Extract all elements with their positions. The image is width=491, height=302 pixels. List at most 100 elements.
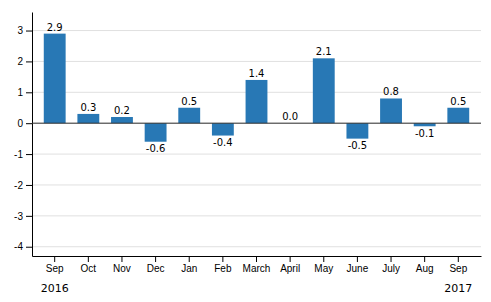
x-tick: March	[243, 256, 271, 274]
data-label: 2.1	[316, 46, 332, 57]
x-tick-mark	[88, 256, 89, 262]
y-tick-mark	[26, 31, 32, 32]
x-tick-mark	[54, 256, 55, 262]
bar	[212, 123, 234, 135]
grid-line	[32, 215, 481, 216]
x-tick-mark	[391, 256, 392, 262]
y-tick: -2	[14, 180, 32, 191]
bar	[44, 34, 66, 124]
x-tick-mark	[290, 256, 291, 262]
bars	[44, 34, 469, 142]
x-tick-label: July	[382, 263, 400, 274]
x-axis: Sep Oct Nov Dec Jan Feb March April May June July A…	[33, 256, 482, 274]
chart: -4 -3 -2 -1 0 1 2 3 Sep Oct Nov Dec Jan Feb March April…	[0, 0, 491, 302]
bar	[380, 98, 402, 123]
y-tick-label: -2	[14, 180, 23, 191]
x-tick: Dec	[147, 256, 165, 274]
grid-line	[32, 184, 481, 185]
x-tick-mark	[357, 256, 358, 262]
y-tick-mark	[26, 123, 32, 124]
y-tick-label: 0	[17, 118, 23, 129]
x-tick-mark	[256, 256, 257, 262]
grid-line	[32, 154, 481, 155]
x-tick: Sep	[449, 256, 467, 274]
x-tick-label: April	[280, 263, 300, 274]
y-tick-mark	[26, 247, 32, 248]
bar	[313, 58, 335, 123]
bar	[111, 117, 133, 123]
x-tick-mark	[189, 256, 190, 262]
y-axis: -4 -3 -2 -1 0 1 2 3	[14, 13, 32, 257]
x-tick-label: Sep	[449, 263, 467, 274]
x-tick: Aug	[416, 256, 434, 274]
data-label: 0.8	[383, 86, 399, 97]
grid-line	[32, 123, 481, 124]
grid-line	[32, 246, 481, 247]
data-label: -0.5	[348, 140, 368, 151]
y-tick: 0	[17, 118, 32, 129]
bar	[178, 108, 200, 123]
x-tick-mark	[222, 256, 223, 262]
x-tick: Oct	[81, 256, 97, 274]
x-tick: May	[314, 256, 333, 274]
y-tick-mark	[26, 216, 32, 217]
x-tick-label: Sep	[46, 263, 64, 274]
y-tick-label: 3	[17, 25, 23, 36]
x-tick-mark	[458, 256, 459, 262]
x-tick-label: March	[243, 263, 271, 274]
x-tick: April	[280, 256, 300, 274]
data-label: 1.4	[249, 68, 265, 79]
data-label: 0.0	[282, 111, 298, 122]
grid-line	[32, 30, 481, 31]
data-label: 0.5	[450, 96, 466, 107]
bar	[447, 108, 469, 123]
x-tick-mark	[155, 256, 156, 262]
x-tick-label: May	[314, 263, 333, 274]
y-tick-label: 2	[17, 56, 23, 67]
grid	[32, 31, 481, 247]
y-tick: 2	[17, 56, 32, 67]
y-tick: -4	[14, 241, 32, 252]
y-tick-label: 1	[17, 87, 23, 98]
x-tick: Nov	[113, 256, 131, 274]
annotations: 2016 2017	[41, 282, 473, 295]
y-tick-label: -4	[14, 241, 23, 252]
year-label: 2016	[41, 282, 69, 295]
y-axis-line	[32, 13, 33, 257]
data-label: -0.6	[146, 143, 166, 154]
y-tick: -3	[14, 211, 32, 222]
y-tick-label: -1	[14, 149, 23, 160]
x-tick-mark	[323, 256, 324, 262]
data-labels: 2.9 0.3 0.2 -0.6 0.5 -0.4 1.4 0.0 2.1 -0.5 0.8 -0.1…	[47, 22, 467, 155]
zero-line	[32, 123, 481, 124]
data-label: 0.2	[114, 105, 130, 116]
data-label: -0.4	[213, 137, 233, 148]
grid-line	[32, 61, 481, 62]
data-label: 2.9	[47, 22, 63, 33]
data-label: -0.1	[415, 128, 435, 139]
data-label: 0.5	[181, 96, 197, 107]
y-tick-label: -3	[14, 211, 23, 222]
x-tick-label: Oct	[81, 263, 97, 274]
bar	[246, 80, 268, 123]
x-tick-label: June	[347, 263, 369, 274]
x-tick-label: Nov	[113, 263, 131, 274]
x-tick-label: Aug	[416, 263, 434, 274]
y-tick: 1	[17, 87, 32, 98]
x-tick: Jan	[181, 256, 197, 274]
y-tick-mark	[26, 154, 32, 155]
x-tick: Sep	[46, 256, 64, 274]
y-tick: -1	[14, 149, 32, 160]
x-tick: June	[347, 256, 369, 274]
plot-area: -4 -3 -2 -1 0 1 2 3 Sep Oct Nov Dec Jan Feb March April…	[14, 13, 481, 296]
bar	[145, 123, 167, 142]
data-label: 0.3	[80, 102, 96, 113]
y-tick-mark	[26, 92, 32, 93]
bar	[346, 123, 368, 138]
y-tick: 3	[17, 25, 32, 36]
bar	[77, 114, 99, 123]
x-tick-label: Dec	[147, 263, 165, 274]
x-tick-label: Feb	[214, 263, 232, 274]
y-tick-mark	[26, 61, 32, 62]
year-label: 2017	[444, 282, 472, 295]
